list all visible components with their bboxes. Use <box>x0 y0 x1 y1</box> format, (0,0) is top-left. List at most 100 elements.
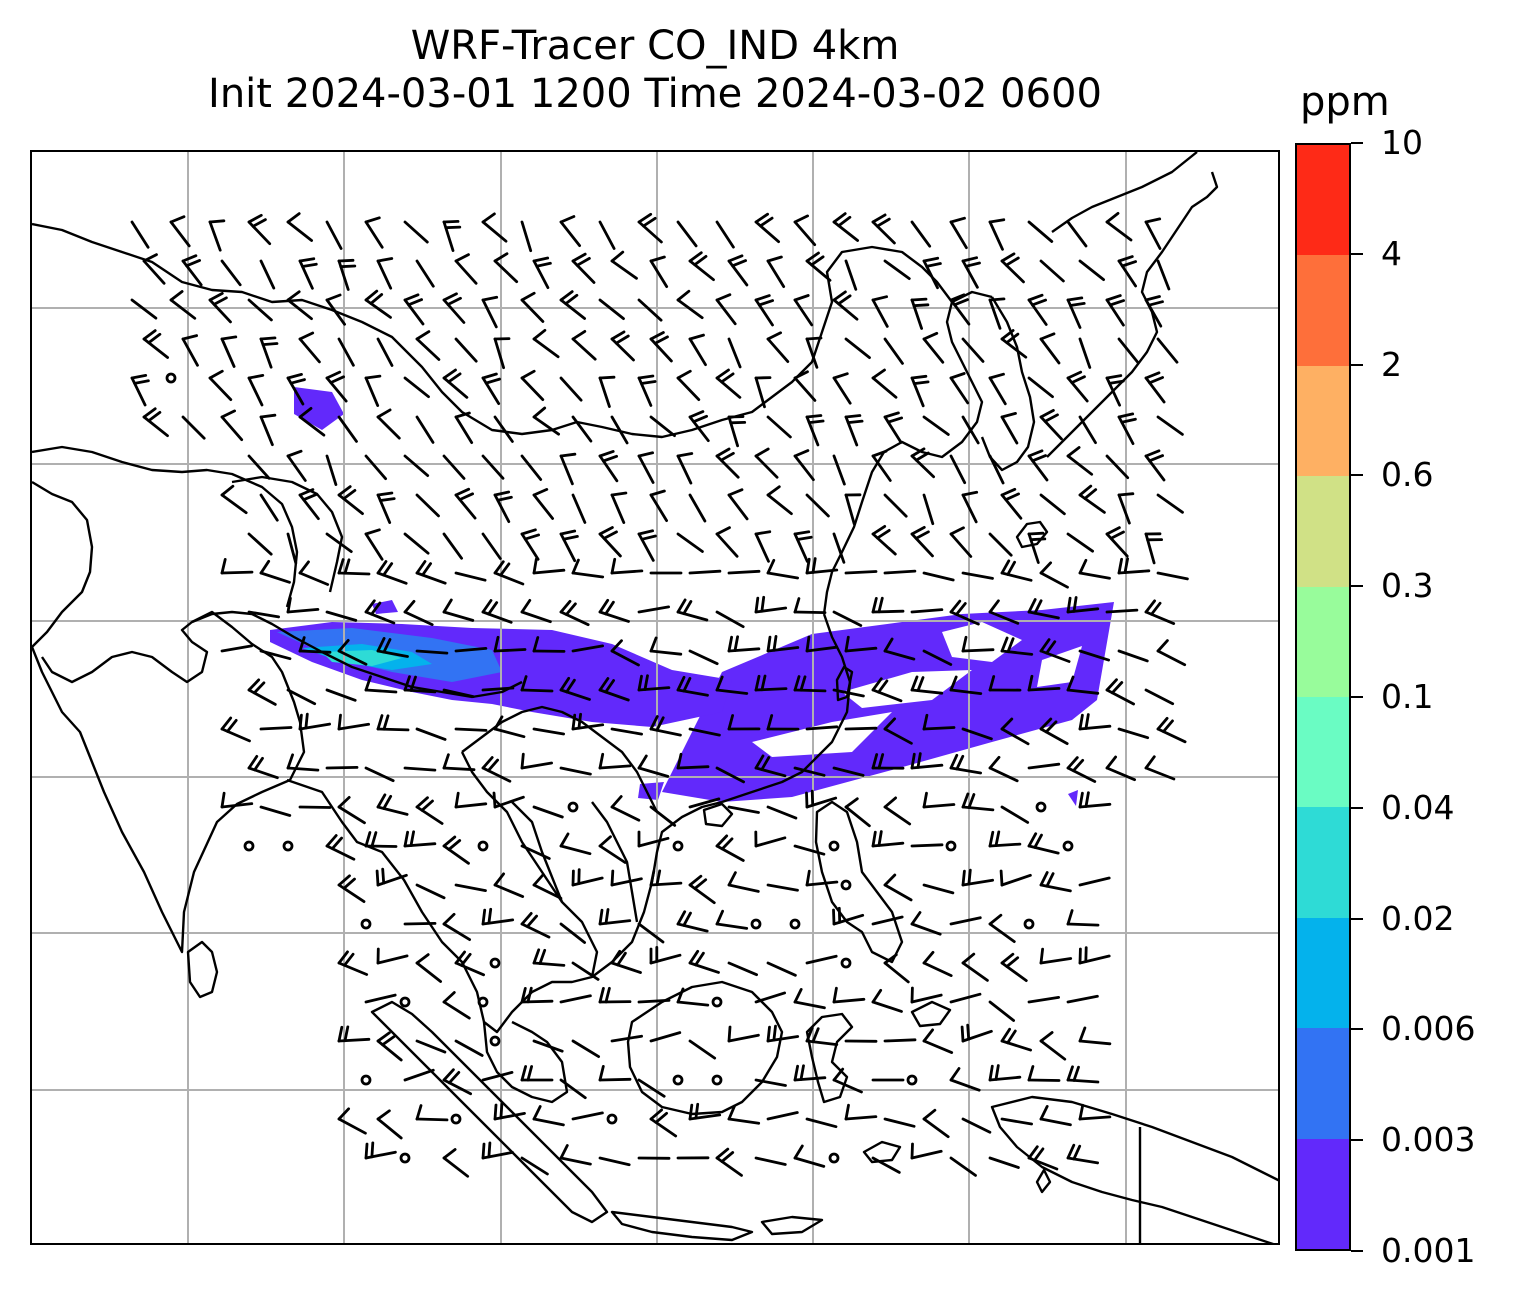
plume-north-west <box>294 387 344 430</box>
wind-barb <box>871 753 905 770</box>
wind-barb <box>1000 636 1034 656</box>
wind-barb <box>481 454 505 480</box>
wind-barb <box>181 334 199 367</box>
wind-barb <box>727 805 760 814</box>
map-svg <box>32 152 1278 1243</box>
wind-barb <box>403 766 437 772</box>
wind-barb <box>805 336 823 369</box>
wind-barb <box>1156 493 1184 514</box>
wind-barb <box>571 1111 604 1121</box>
wind-barb <box>442 688 475 698</box>
wind-barb <box>259 726 293 731</box>
wind-barb <box>1078 259 1105 281</box>
wind-barb <box>1000 252 1025 284</box>
wind-barb <box>364 289 392 319</box>
wind-barb <box>399 996 411 1008</box>
calm-circle <box>672 840 684 852</box>
wind-barb <box>1078 713 1112 731</box>
wind-barb <box>766 485 793 516</box>
coast-pakistan <box>32 480 94 648</box>
wind-barb <box>520 598 552 624</box>
wind-barb <box>247 454 271 480</box>
coast-east-asia-north <box>1051 152 1198 233</box>
wind-barb <box>832 532 846 564</box>
wind-barb <box>766 331 790 364</box>
wind-barb <box>571 868 604 887</box>
wind-barb <box>325 610 358 622</box>
wind-barb <box>1039 332 1061 365</box>
coast-small-islands-4 <box>1035 1168 1052 1194</box>
wind-barb <box>532 636 566 653</box>
wind-barb <box>766 805 798 820</box>
wind-barb <box>637 998 671 1004</box>
wind-barb <box>403 1068 435 1082</box>
colorbar-tick-label: 0.02 <box>1381 898 1455 938</box>
wind-barb <box>754 530 772 563</box>
plume-hole-1 <box>752 712 892 757</box>
wind-barb <box>610 949 642 974</box>
wind-barb <box>727 961 758 977</box>
wind-barb <box>532 1039 564 1053</box>
calm-circle <box>1062 840 1074 852</box>
wind-barb <box>337 950 369 976</box>
wind-barb <box>727 1104 761 1125</box>
wind-barb <box>988 372 1007 406</box>
wind-barb <box>988 218 1006 251</box>
wind-barb <box>259 259 276 290</box>
wind-barb <box>676 289 704 320</box>
wind-barb <box>672 840 684 852</box>
wind-barb <box>1117 255 1137 288</box>
calm-circle <box>477 840 489 852</box>
wind-barb <box>520 844 551 860</box>
wind-barb <box>805 251 832 282</box>
wind-barb <box>793 449 815 482</box>
wind-barb <box>988 599 1020 625</box>
wind-barb <box>259 805 292 817</box>
wind-barb <box>481 532 502 560</box>
colorbar-tick-mark <box>1351 252 1363 255</box>
wind-barb <box>481 686 515 692</box>
wind-barb <box>375 867 408 887</box>
wind-barb <box>259 559 291 584</box>
wind-barb <box>247 610 281 619</box>
wind-barb <box>922 713 956 731</box>
wind-barb <box>688 333 707 367</box>
wind-barb <box>727 488 749 521</box>
wind-barb <box>142 329 170 359</box>
colorbar-segment <box>1297 917 1349 1029</box>
plume-hole-3 <box>842 670 972 708</box>
wind-barb <box>805 557 839 575</box>
wind-barb <box>754 830 787 848</box>
wind-barb <box>286 449 307 482</box>
wind-barb <box>364 216 384 249</box>
wind-barb <box>688 410 710 443</box>
wind-barb <box>988 830 1022 848</box>
wind-barb <box>883 569 917 575</box>
wind-barb <box>727 714 761 731</box>
wind-barb <box>871 1156 901 1174</box>
wind-barb <box>828 840 840 852</box>
plume-hole-4 <box>1037 646 1082 687</box>
wind-barb <box>1117 492 1135 525</box>
wind-barb <box>520 752 553 770</box>
wind-barb <box>1144 599 1176 626</box>
wind-barb <box>910 843 944 848</box>
wind-barb <box>1035 801 1047 813</box>
wind-barb <box>871 915 904 926</box>
wind-barb <box>754 674 788 692</box>
colorbar-tick-label: 0.001 <box>1381 1231 1476 1270</box>
wind-barb <box>922 1108 950 1139</box>
wind-barb <box>532 805 564 819</box>
colorbar-tick-mark <box>1351 1250 1363 1252</box>
wind-barb <box>610 557 644 575</box>
wind-barb <box>883 337 904 365</box>
wind-barb <box>364 766 395 783</box>
wind-barb <box>1078 791 1112 809</box>
wind-barb <box>871 524 897 556</box>
wind-barb <box>532 727 565 736</box>
wind-barb <box>688 251 715 282</box>
wind-barb <box>325 293 347 326</box>
wind-barb <box>961 337 985 363</box>
wind-barb <box>1039 493 1066 516</box>
wind-barb <box>988 532 1013 557</box>
